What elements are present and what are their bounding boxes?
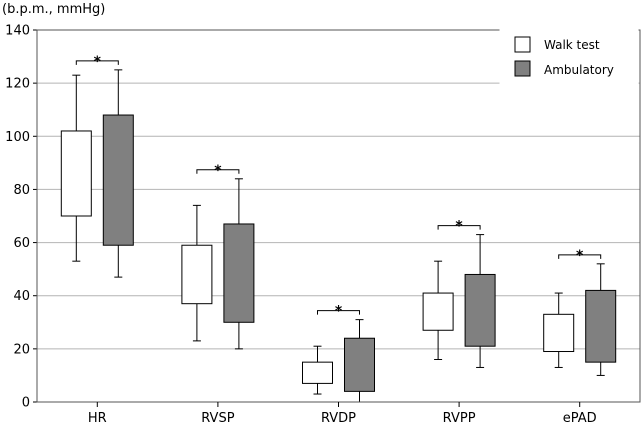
- legend-label-walk-test: Walk test: [544, 38, 600, 52]
- box-rvdp-ambulatory: [344, 319, 375, 403]
- bracket-line: [437, 225, 481, 230]
- y-tick-label: 40: [13, 289, 30, 304]
- significance-layer: * * * * *: [75, 54, 602, 320]
- legend: Walk test Ambulatory: [499, 27, 639, 87]
- y-axis-label: (b.p.m., mmHg): [2, 2, 105, 17]
- iqr-box: [102, 114, 134, 246]
- legend-swatch-ambulatory: [514, 60, 531, 77]
- iqr-box: [543, 313, 575, 353]
- iqr-box: [223, 223, 255, 323]
- significance-bracket-rvpp: *: [437, 219, 481, 235]
- y-tick-label: 20: [13, 342, 30, 357]
- box-rvsp-walk-test: [181, 204, 213, 342]
- significance-asterisk: *: [94, 54, 102, 70]
- box-epad-ambulatory: [585, 263, 617, 376]
- iqr-box: [302, 361, 333, 384]
- y-tick-label: 120: [5, 77, 30, 92]
- significance-asterisk: *: [335, 304, 343, 320]
- significance-bracket-hr: *: [75, 54, 119, 70]
- y-tick-label: 80: [13, 183, 30, 198]
- axis-layer: 0 20 40 60 80 100 120 140 HR RVSP RVDP RVPP ePAD: [5, 24, 641, 426]
- significance-asterisk: *: [455, 219, 463, 235]
- box-rvdp-walk-test: [302, 345, 333, 395]
- box-epad-walk-test: [543, 292, 575, 368]
- x-tick-label-rvsp: RVSP: [201, 411, 234, 426]
- significance-bracket-rvsp: *: [196, 163, 240, 179]
- iqr-box: [181, 244, 213, 305]
- box-hr-ambulatory: [102, 69, 134, 278]
- legend-label-ambulatory: Ambulatory: [544, 63, 614, 77]
- iqr-box: [60, 130, 92, 217]
- y-tick-label: 100: [5, 130, 30, 145]
- y-tick-label: 0: [22, 396, 30, 411]
- box-layer: [60, 69, 617, 403]
- iqr-box: [344, 337, 375, 392]
- bracket-line: [317, 310, 360, 315]
- significance-asterisk: *: [214, 163, 222, 179]
- significance-bracket-rvdp: *: [317, 304, 360, 320]
- box-rvpp-ambulatory: [464, 234, 496, 368]
- box-rvpp-walk-test: [422, 260, 454, 360]
- box-rvsp-ambulatory: [223, 178, 255, 350]
- x-tick-label-hr: HR: [88, 411, 107, 426]
- x-tick-label-rvpp: RVPP: [443, 411, 476, 426]
- bracket-line: [196, 169, 240, 174]
- bracket-line: [558, 254, 602, 259]
- iqr-box: [422, 292, 454, 331]
- significance-asterisk: *: [576, 248, 584, 264]
- bracket-line: [75, 60, 119, 65]
- iqr-box: [585, 289, 617, 363]
- x-tick-label-epad: ePAD: [563, 411, 597, 426]
- grid-layer: [37, 82, 640, 350]
- iqr-box: [464, 273, 496, 347]
- x-tick-label-rvdp: RVDP: [321, 411, 356, 426]
- box-hr-walk-test: [60, 74, 92, 262]
- y-tick-label: 140: [5, 24, 30, 39]
- y-tick-label: 60: [13, 236, 30, 251]
- legend-swatch-walk-test: [514, 36, 531, 53]
- significance-bracket-epad: *: [558, 248, 602, 264]
